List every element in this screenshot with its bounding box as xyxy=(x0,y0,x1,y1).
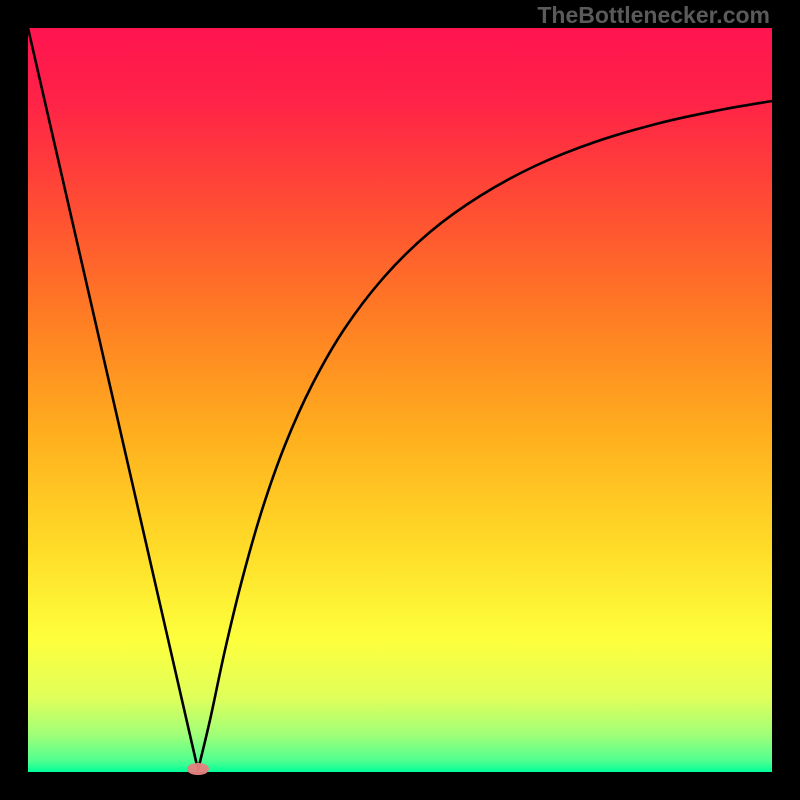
plot-svg xyxy=(28,28,772,772)
plot-area xyxy=(28,28,772,772)
watermark-text: TheBottlenecker.com xyxy=(537,2,770,29)
chart-container: TheBottlenecker.com xyxy=(0,0,800,800)
gradient-background xyxy=(28,28,772,772)
minimum-marker xyxy=(187,763,209,775)
